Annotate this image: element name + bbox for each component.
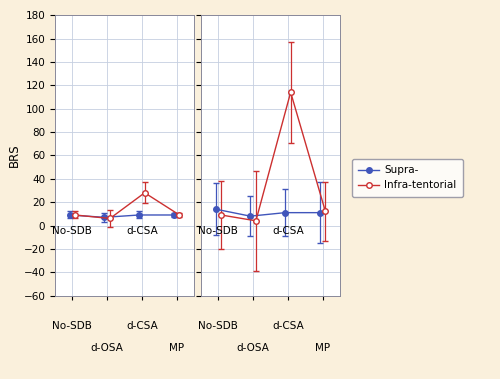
Text: No-SDB: No-SDB — [52, 226, 92, 236]
Text: No-SDB: No-SDB — [52, 321, 92, 331]
Text: MP: MP — [315, 343, 330, 353]
Y-axis label: BRS: BRS — [8, 144, 20, 167]
Text: d-OSA: d-OSA — [90, 343, 124, 353]
Text: d-CSA: d-CSA — [272, 321, 304, 331]
Text: No-SDB: No-SDB — [198, 321, 238, 331]
Text: d-CSA: d-CSA — [126, 321, 158, 331]
Text: d-CSA: d-CSA — [272, 226, 304, 236]
Text: MP: MP — [169, 343, 184, 353]
Legend: Supra-, Infra-tentorial: Supra-, Infra-tentorial — [352, 159, 463, 197]
Text: No-SDB: No-SDB — [198, 226, 238, 236]
Text: d-OSA: d-OSA — [236, 343, 270, 353]
Text: d-CSA: d-CSA — [126, 226, 158, 236]
